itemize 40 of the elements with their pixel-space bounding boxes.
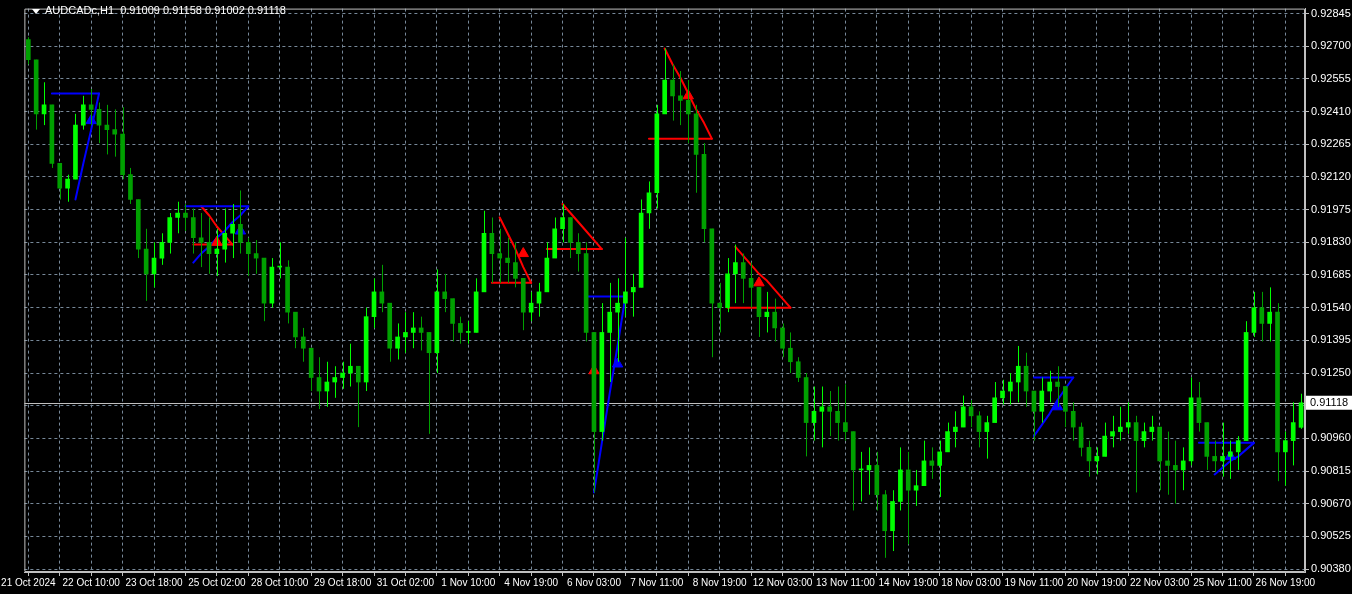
y-tick-label: 0.92410 <box>1311 104 1351 117</box>
y-tick-label: 0.90670 <box>1311 496 1351 509</box>
y-tick-label: 0.92845 <box>1311 6 1351 19</box>
y-tick-label: 0.90960 <box>1311 431 1351 444</box>
x-tick-label: 19 Nov 11:00 <box>1004 576 1064 588</box>
x-tick-label: 1 Nov 10:00 <box>441 576 496 588</box>
x-tick-label: 29 Oct 18:00 <box>313 576 372 588</box>
y-tick-label: 0.92120 <box>1311 169 1351 182</box>
x-tick-label: 6 Nov 03:00 <box>567 576 622 588</box>
x-tick-label: 25 Nov 11:00 <box>1193 576 1253 588</box>
y-tick-label: 0.91830 <box>1311 235 1351 248</box>
x-tick-label: 22 Oct 10:00 <box>62 576 121 588</box>
chart-title: AUDCADc,H1 0.91009 0.91158 0.91002 0.91118 <box>45 4 286 17</box>
y-tick-label: 0.91975 <box>1311 202 1351 215</box>
y-tick-label: 0.91250 <box>1311 366 1351 379</box>
y-tick-label: 0.90815 <box>1311 464 1351 477</box>
y-tick-label: 0.92555 <box>1311 71 1351 84</box>
x-tick-label: 12 Nov 03:00 <box>752 576 813 588</box>
x-tick-label: 20 Nov 19:00 <box>1067 576 1127 588</box>
x-tick-label: 23 Oct 18:00 <box>125 576 184 588</box>
ref-line-label: 0.91118 <box>1310 396 1349 409</box>
x-tick-label: 7 Nov 11:00 <box>630 576 684 588</box>
x-tick-label: 26 Nov 19:00 <box>1255 576 1316 588</box>
y-tick-label: 0.91540 <box>1311 300 1351 313</box>
y-tick-label: 0.92265 <box>1311 137 1351 150</box>
y-tick-label: 0.91395 <box>1311 333 1351 346</box>
y-tick-label: 0.90380 <box>1311 562 1351 575</box>
y-tick-label: 0.92700 <box>1311 39 1351 52</box>
x-tick-label: 21 Oct 2024 <box>1 576 56 588</box>
x-tick-label: 13 Nov 11:00 <box>816 576 876 588</box>
y-tick-label: 0.91685 <box>1311 268 1351 281</box>
x-tick-label: 18 Nov 03:00 <box>941 576 1002 588</box>
x-tick-label: 31 Oct 02:00 <box>376 576 435 588</box>
x-tick-label: 8 Nov 19:00 <box>692 576 748 588</box>
x-tick-label: 28 Oct 10:00 <box>251 576 309 588</box>
x-tick-label: 25 Oct 02:00 <box>188 576 246 588</box>
x-tick-label: 22 Nov 03:00 <box>1129 576 1190 588</box>
x-tick-label: 4 Nov 19:00 <box>504 576 559 588</box>
y-tick-label: 0.90525 <box>1311 529 1351 542</box>
x-tick-label: 14 Nov 19:00 <box>878 576 939 588</box>
